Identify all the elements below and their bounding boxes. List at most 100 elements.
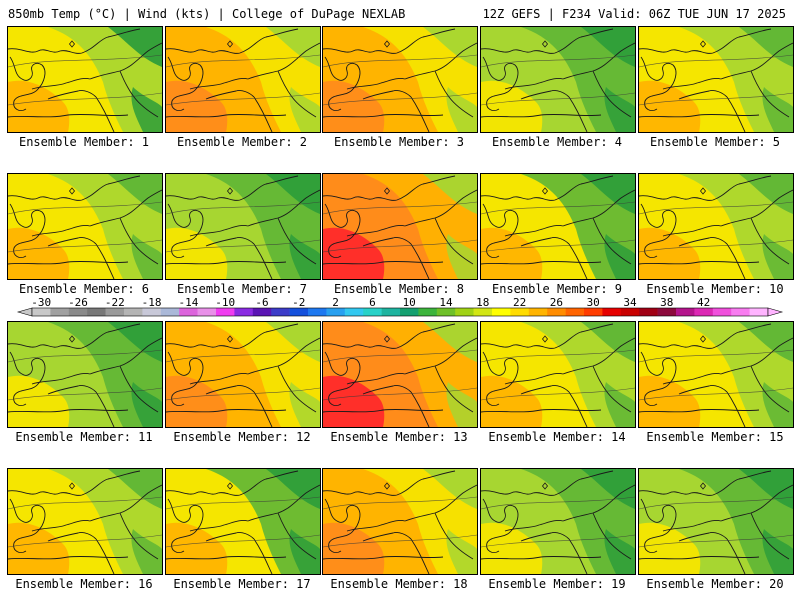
temperature-map (323, 174, 477, 279)
colorbar-tick-label: 26 (550, 296, 563, 309)
temperature-map (323, 469, 477, 574)
colorbar-segment (749, 308, 769, 316)
colorbar-tick-label: 34 (623, 296, 637, 309)
ensemble-member-map (638, 468, 794, 575)
ensemble-member-map (480, 26, 636, 133)
ensemble-member-map (638, 321, 794, 428)
temperature-map (323, 322, 477, 427)
colorbar-segment (326, 308, 346, 316)
colorbar-segment (271, 308, 290, 316)
ensemble-member-map (480, 321, 636, 428)
ensemble-member-map (322, 173, 478, 280)
ensemble-member-map (480, 468, 636, 575)
colorbar-segment (657, 308, 677, 316)
colorbar-segment (32, 308, 51, 316)
ensemble-member-map (638, 26, 794, 133)
colorbar-segment (124, 308, 143, 316)
colorbar-segment (216, 308, 235, 316)
ensemble-member-label: Ensemble Member: 7 (176, 282, 308, 296)
colorbar-segment (160, 308, 180, 316)
ensemble-member-map (322, 26, 478, 133)
temperature-map (323, 27, 477, 132)
temperature-map (639, 27, 793, 132)
colorbar-segment (565, 308, 585, 316)
ensemble-member-label: Ensemble Member: 19 (488, 577, 626, 591)
ensemble-member-map (7, 468, 163, 575)
colorbar-segment (418, 308, 438, 316)
temperature-map (8, 27, 162, 132)
colorbar-segment (344, 308, 364, 316)
model-valid-time: 12Z GEFS | F234 Valid: 06Z TUE JUN 17 20… (482, 7, 786, 21)
colorbar-segment (639, 308, 658, 316)
temperature-map (639, 174, 793, 279)
colorbar-segment (620, 308, 640, 316)
ensemble-member-map (165, 468, 321, 575)
colorbar-tick-label: 22 (513, 296, 526, 309)
temperature-map (8, 322, 162, 427)
ensemble-member-label: Ensemble Member: 8 (333, 282, 465, 296)
colorbar-segment (602, 308, 622, 316)
colorbar-segment (492, 308, 511, 316)
temperature-map (639, 469, 793, 574)
colorbar-tick-label: -26 (68, 296, 88, 309)
ensemble-member-map (165, 26, 321, 133)
colorbar-left-arrow (16, 307, 33, 317)
ensemble-member-label: Ensemble Member: 5 (649, 135, 781, 149)
colorbar-segment (731, 308, 750, 316)
ensemble-member-label: Ensemble Member: 3 (333, 135, 465, 149)
ensemble-member-label: Ensemble Member: 1 (18, 135, 150, 149)
colorbar-tick-label: 30 (587, 296, 600, 309)
ensemble-member-label: Ensemble Member: 20 (646, 577, 784, 591)
colorbar-segment (473, 308, 493, 316)
colorbar-segment (179, 308, 198, 316)
ensemble-member-map (7, 173, 163, 280)
colorbar-tick-label: 2 (332, 296, 339, 309)
colorbar-tick-label: 14 (439, 296, 453, 309)
colorbar-tick-label: 6 (369, 296, 376, 309)
colorbar-tick-label: -10 (215, 296, 235, 309)
temperature-map (166, 27, 320, 132)
ensemble-member-label: Ensemble Member: 9 (491, 282, 623, 296)
colorbar-tick-label: 10 (403, 296, 416, 309)
temperature-map (481, 174, 635, 279)
colorbar-tick-label: 42 (697, 296, 710, 309)
ensemble-member-label: Ensemble Member: 16 (15, 577, 153, 591)
ensemble-member-label: Ensemble Member: 15 (646, 430, 784, 444)
ensemble-member-label: Ensemble Member: 13 (330, 430, 468, 444)
ensemble-member-label: Ensemble Member: 2 (176, 135, 308, 149)
colorbar-segment (68, 308, 88, 316)
ensemble-member-map (638, 173, 794, 280)
ensemble-member-label: Ensemble Member: 17 (173, 577, 311, 591)
temperature-map (639, 322, 793, 427)
temperature-map (481, 27, 635, 132)
colorbar-segment (400, 308, 419, 316)
colorbar-segment (289, 308, 309, 316)
colorbar-tick-label: -14 (178, 296, 198, 309)
colorbar-tick-label: -30 (31, 296, 51, 309)
colorbar-segment (252, 308, 272, 316)
product-title: 850mb Temp (°C) | Wind (kts) | College o… (8, 7, 406, 21)
colorbar-segment (694, 308, 714, 316)
colorbar-segment (436, 308, 456, 316)
colorbar-segment (87, 308, 106, 316)
ensemble-member-label: Ensemble Member: 6 (18, 282, 150, 296)
ensemble-member-label: Ensemble Member: 4 (491, 135, 623, 149)
colorbar-segment (510, 308, 530, 316)
ensemble-member-label: Ensemble Member: 11 (15, 430, 153, 444)
ensemble-member-label: Ensemble Member: 10 (646, 282, 784, 296)
colorbar-segment (105, 308, 125, 316)
colorbar-segment (584, 308, 603, 316)
ensemble-member-map (322, 468, 478, 575)
temperature-map (8, 469, 162, 574)
colorbar-tick-label: -6 (255, 296, 268, 309)
ensemble-member-map (7, 321, 163, 428)
colorbar-segment (528, 308, 548, 316)
colorbar-segment (308, 308, 327, 316)
colorbar-tick-label: -22 (105, 296, 125, 309)
ensemble-member-map (165, 173, 321, 280)
ensemble-member-map (480, 173, 636, 280)
colorbar-segment (381, 308, 401, 316)
ensemble-member-label: Ensemble Member: 14 (488, 430, 626, 444)
temperature-map (481, 469, 635, 574)
colorbar-segment (197, 308, 217, 316)
